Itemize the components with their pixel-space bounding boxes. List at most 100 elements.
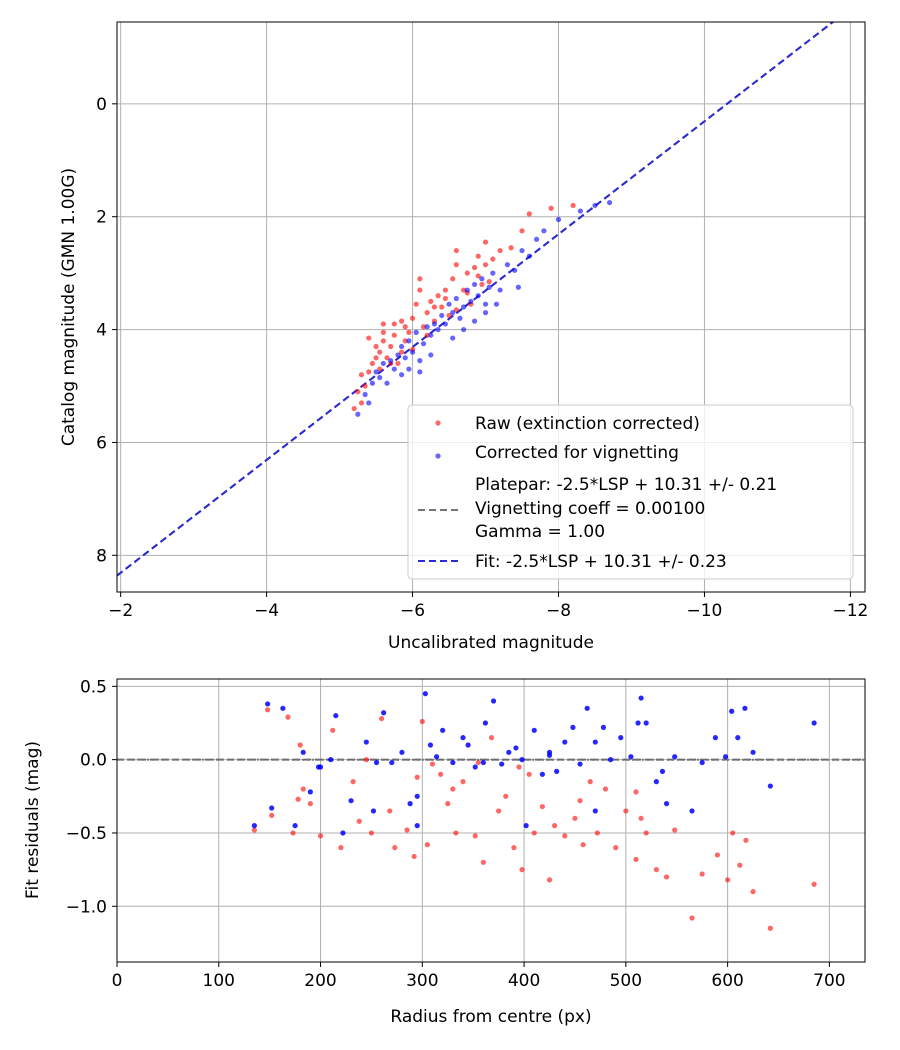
- raw-point: [438, 771, 444, 777]
- y-tick-label: −0.5: [66, 824, 107, 844]
- raw-point: [519, 228, 525, 234]
- raw-point: [743, 837, 749, 843]
- raw-point: [699, 871, 705, 877]
- raw-point: [475, 273, 481, 279]
- raw-point: [480, 859, 486, 865]
- raw-point: [453, 830, 459, 836]
- corrected-point: [618, 735, 624, 741]
- corrected-point: [461, 304, 467, 310]
- corrected-point: [643, 720, 649, 726]
- x-tick-label: 100: [203, 971, 235, 991]
- corrected-point: [388, 358, 394, 364]
- raw-point: [663, 874, 670, 880]
- top-corrected-points: [355, 199, 613, 417]
- corrected-point: [811, 720, 817, 726]
- raw-point: [395, 360, 401, 367]
- raw-point: [428, 298, 434, 304]
- corrected-point: [482, 720, 489, 726]
- corrected-point: [482, 310, 489, 316]
- corrected-point: [442, 321, 448, 327]
- raw-point: [460, 779, 466, 785]
- raw-point: [269, 812, 275, 818]
- corrected-point: [742, 705, 748, 711]
- raw-point: [377, 349, 383, 355]
- corrected-point: [663, 801, 670, 807]
- raw-point: [482, 239, 489, 245]
- top-y-axis-label: Catalog magnitude (GMN 1.00G): [59, 168, 79, 446]
- corrected-point: [428, 352, 434, 358]
- raw-point: [577, 798, 583, 804]
- corrected-point: [414, 793, 420, 799]
- corrected-point: [592, 202, 598, 209]
- raw-point: [633, 856, 639, 862]
- bottom-x-axis-label: Radius from centre (px): [390, 1007, 591, 1027]
- raw-point: [580, 842, 586, 848]
- raw-point: [307, 801, 313, 807]
- corrected-point: [460, 735, 466, 741]
- y-tick-label: 4: [96, 321, 107, 341]
- raw-point: [531, 830, 537, 836]
- raw-point: [490, 256, 496, 262]
- raw-point: [548, 205, 554, 211]
- raw-point: [488, 735, 495, 741]
- corrected-point: [450, 335, 456, 341]
- corrected-point: [317, 764, 324, 770]
- legend-platepar-line-3: Gamma = 1.00: [475, 522, 605, 542]
- raw-point: [475, 759, 481, 766]
- raw-point: [358, 372, 365, 378]
- raw-point: [725, 877, 731, 883]
- x-tick-label: −2: [108, 601, 133, 621]
- raw-point: [369, 360, 376, 367]
- raw-point: [446, 312, 452, 319]
- corrected-point: [461, 326, 467, 333]
- corrected-point: [413, 329, 419, 335]
- raw-point: [363, 757, 369, 763]
- corrected-point: [328, 757, 334, 763]
- corrected-point: [428, 332, 434, 338]
- raw-point: [399, 318, 405, 324]
- raw-point: [623, 808, 629, 814]
- corrected-point: [420, 341, 427, 347]
- corrected-point: [373, 369, 379, 375]
- corrected-point: [433, 754, 440, 760]
- raw-point: [526, 771, 532, 777]
- raw-point: [399, 349, 405, 355]
- corrected-point: [340, 830, 346, 836]
- raw-point: [388, 343, 394, 350]
- corrected-point: [577, 208, 583, 214]
- raw-point: [406, 329, 412, 335]
- corrected-point: [512, 267, 518, 273]
- corrected-point: [468, 298, 474, 304]
- corrected-point: [457, 315, 463, 321]
- corrected-point: [523, 823, 529, 829]
- raw-point: [471, 264, 478, 271]
- corrected-point: [407, 801, 413, 807]
- raw-point: [562, 833, 568, 839]
- raw-point: [450, 276, 456, 282]
- top-y-ticks: 0 2 4 6 8: [96, 95, 117, 566]
- corrected-point: [475, 293, 481, 299]
- corrected-point: [453, 295, 459, 302]
- top-x-ticks: −2 −4 −6 −8 −10 −12: [108, 592, 868, 621]
- bottom-grid: [116, 679, 865, 962]
- x-tick-label: 500: [610, 971, 642, 991]
- raw-point: [519, 867, 525, 873]
- corrected-point: [490, 270, 496, 276]
- raw-point: [297, 742, 303, 748]
- corrected-point: [570, 724, 576, 730]
- raw-point: [351, 405, 357, 412]
- raw-point: [413, 301, 419, 307]
- corrected-point: [555, 216, 562, 223]
- y-tick-label: −1.0: [66, 897, 107, 917]
- raw-point: [587, 779, 593, 785]
- x-tick-label: −8: [546, 601, 571, 621]
- raw-point: [442, 287, 448, 293]
- raw-point: [402, 338, 408, 344]
- raw-point: [411, 853, 417, 860]
- legend-box: [407, 404, 854, 580]
- raw-point: [419, 718, 425, 725]
- corrected-point: [729, 708, 735, 714]
- raw-point: [508, 245, 514, 251]
- corrected-point: [417, 369, 423, 375]
